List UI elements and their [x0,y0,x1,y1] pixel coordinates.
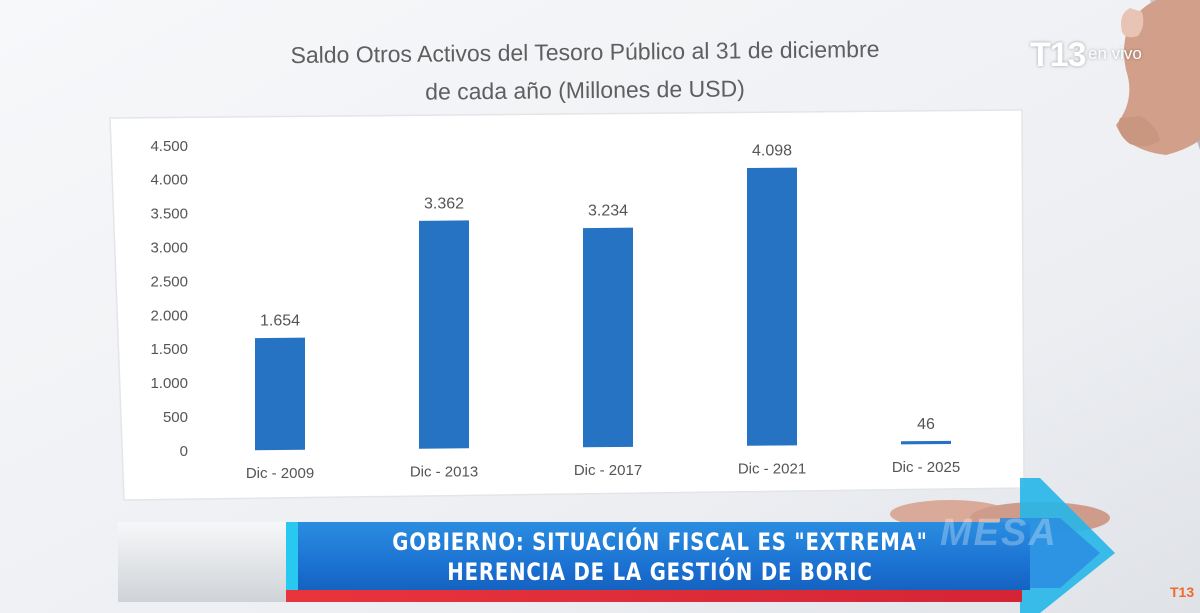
x-tick-label: Dic - 2017 [574,462,642,479]
x-tick-label: Dic - 2013 [410,464,478,481]
bar-dic-2013 [419,220,469,449]
y-tick-label: 1.000 [150,375,188,392]
headline-line-1: GOBIERNO: SITUACIÓN FISCAL ES "EXTREMA" [392,528,928,556]
bar-dic-2025 [901,440,951,445]
mesa-watermark: MESA [940,512,1058,554]
x-tick-label: Dic - 2021 [738,461,806,478]
data-label: 4.098 [752,143,792,160]
headline-line-2: HERENCIA DE LA GESTIÓN DE BORIC [447,558,873,586]
bar-dic-2009 [255,337,305,451]
banner-accent [286,522,298,590]
y-tick-label: 2.500 [150,273,188,290]
data-label: 3.362 [424,195,464,212]
y-tick-label: 3.500 [150,206,188,223]
y-tick-label: 3.000 [150,239,188,256]
y-tick-label: 4.500 [150,138,188,155]
x-axis: Dic - 2009 Dic - 2013 Dic - 2017 Dic - 2021… [246,459,960,482]
banner-left-panel [118,522,286,602]
bar-dic-2021 [747,167,797,446]
bar-dic-2017 [583,227,633,448]
y-tick-label: 500 [163,409,188,426]
y-axis: 0 500 1.000 1.500 2.000 2.500 3.000 3.500 4.000 4… [150,138,188,460]
presenter-hand [1096,0,1200,160]
live-label: en vivo [1088,44,1142,63]
x-tick-label: Dic - 2025 [892,459,960,476]
data-label: 1.654 [260,313,300,330]
y-tick-label: 2.000 [150,307,188,324]
data-label: 3.234 [588,203,628,220]
y-tick-label: 1.500 [150,341,188,358]
headline-banner [286,522,1030,590]
banner-red-strip [286,590,1022,602]
x-tick-label: Dic - 2009 [246,465,314,482]
bars [255,167,951,451]
corner-logo: T13 [1170,584,1195,600]
t13-logo: T13 [1030,36,1087,74]
value-labels: 1.654 3.362 3.234 4.098 46 [260,143,935,433]
y-tick-label: 4.000 [150,172,188,189]
data-label: 46 [917,416,935,433]
y-tick-label: 0 [180,443,188,460]
